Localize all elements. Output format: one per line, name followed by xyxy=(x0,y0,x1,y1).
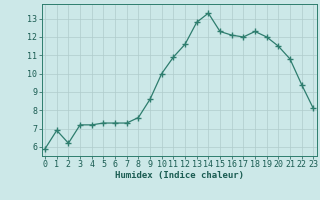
X-axis label: Humidex (Indice chaleur): Humidex (Indice chaleur) xyxy=(115,171,244,180)
